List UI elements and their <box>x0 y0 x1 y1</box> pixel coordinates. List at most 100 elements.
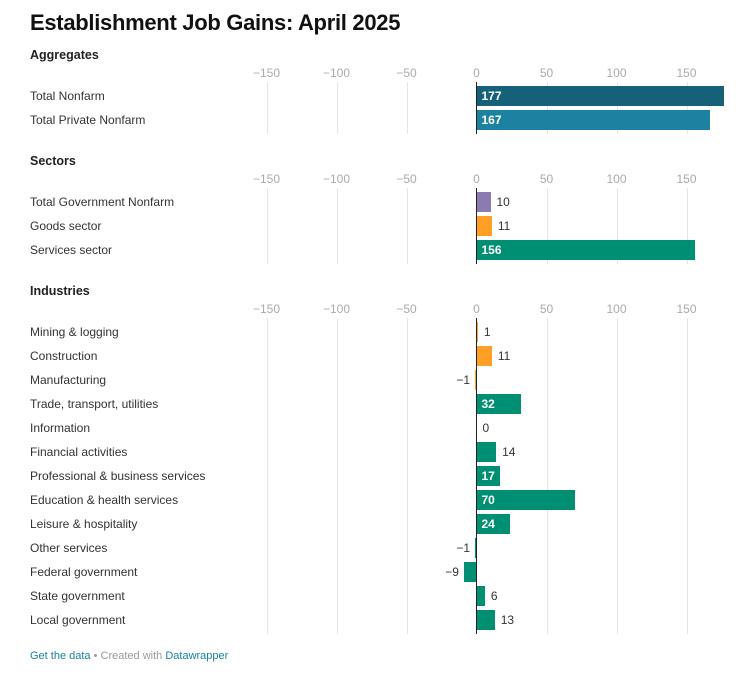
gridline <box>406 188 408 264</box>
tick-label: 0 <box>473 302 480 316</box>
value-label: −1 <box>456 541 471 555</box>
row-label: State government <box>30 589 125 603</box>
tick-label: 50 <box>539 302 554 316</box>
gridline <box>616 188 618 264</box>
chart-title: Establishment Job Gains: April 2025 <box>30 10 401 35</box>
bar <box>476 442 497 462</box>
zero-line <box>475 188 478 264</box>
row-label: Federal government <box>30 565 138 579</box>
zero-line <box>475 318 478 634</box>
tick-label: 150 <box>676 172 697 186</box>
gridline <box>266 188 268 264</box>
row-label: Professional & business services <box>30 469 206 483</box>
bar <box>476 490 575 510</box>
tick-label: −50 <box>396 66 417 80</box>
value-label: 14 <box>502 445 516 459</box>
tick-label: −50 <box>396 302 417 316</box>
row-label: Mining & logging <box>30 325 119 339</box>
value-label: 17 <box>481 469 495 483</box>
value-label: 156 <box>481 243 502 257</box>
gridline <box>546 82 548 134</box>
zero-line <box>475 82 478 134</box>
value-label: 32 <box>481 397 495 411</box>
row-label: Other services <box>30 541 108 555</box>
gridline <box>546 188 548 264</box>
row-label: Financial activities <box>30 445 128 459</box>
bar <box>476 466 501 486</box>
footer-credit: • Created with <box>90 650 166 662</box>
tick-label: −100 <box>322 302 351 316</box>
value-label: 0 <box>482 421 490 435</box>
gridline <box>266 318 268 634</box>
tick-label: 0 <box>473 66 480 80</box>
tick-label: 50 <box>539 172 554 186</box>
tick-label: 100 <box>606 302 627 316</box>
tick-label: −150 <box>252 172 281 186</box>
row-label: Trade, transport, utilities <box>30 397 159 411</box>
value-label: −9 <box>445 565 459 579</box>
tick-label: −100 <box>322 66 351 80</box>
footer: Get the data • Created with Datawrapper <box>30 650 228 662</box>
bar <box>476 610 495 630</box>
gridline <box>686 188 688 264</box>
value-label: 10 <box>496 195 510 209</box>
panel-title: Aggregates <box>30 48 99 62</box>
tick-label: 150 <box>676 302 697 316</box>
bar <box>476 394 522 414</box>
tick-label: 150 <box>676 66 697 80</box>
gridline <box>686 82 688 134</box>
value-label: 24 <box>481 517 495 531</box>
value-label: 13 <box>500 613 515 627</box>
value-label: 6 <box>490 589 498 603</box>
tick-label: 100 <box>606 172 627 186</box>
value-label: −1 <box>456 373 471 387</box>
panel-title: Sectors <box>30 154 76 168</box>
row-label: Construction <box>30 349 98 363</box>
bar <box>463 562 477 582</box>
row-label: Local government <box>30 613 126 627</box>
gridline <box>546 318 548 634</box>
gridline <box>686 318 688 634</box>
bar <box>476 110 711 130</box>
gridline <box>406 82 408 134</box>
row-label: Total Nonfarm <box>30 89 105 103</box>
gridline <box>336 188 338 264</box>
panel-title: Industries <box>30 284 90 298</box>
value-label: 11 <box>497 219 511 233</box>
value-label: 177 <box>481 89 502 103</box>
gridline <box>616 82 618 134</box>
tick-label: 50 <box>539 66 554 80</box>
tick-label: −50 <box>396 172 417 186</box>
datawrapper-link[interactable]: Datawrapper <box>165 650 229 662</box>
value-label: 1 <box>483 325 491 339</box>
get-data-link[interactable]: Get the data <box>30 650 91 662</box>
tick-label: 0 <box>473 172 480 186</box>
bar <box>476 192 491 212</box>
gridline <box>336 318 338 634</box>
tick-label: 100 <box>606 66 627 80</box>
bar <box>476 514 511 534</box>
value-label: 70 <box>481 493 495 507</box>
bar <box>476 86 725 106</box>
tick-label: −150 <box>252 66 281 80</box>
row-label: Leisure & hospitality <box>30 517 138 531</box>
gridline <box>406 318 408 634</box>
row-label: Goods sector <box>30 219 102 233</box>
value-label: 11 <box>497 349 511 363</box>
bar <box>476 346 492 366</box>
row-label: Information <box>30 421 91 435</box>
bar <box>476 586 485 606</box>
row-label: Total Government Nonfarm <box>30 195 175 209</box>
tick-label: −100 <box>322 172 351 186</box>
row-label: Education & health services <box>30 493 179 507</box>
gridline <box>266 82 268 134</box>
value-label: 167 <box>481 113 502 127</box>
gridline <box>616 318 618 634</box>
gridline <box>336 82 338 134</box>
row-label: Services sector <box>30 243 113 257</box>
row-label: Total Private Nonfarm <box>30 113 146 127</box>
bar <box>476 240 695 260</box>
tick-label: −150 <box>252 302 281 316</box>
bar <box>476 216 492 236</box>
